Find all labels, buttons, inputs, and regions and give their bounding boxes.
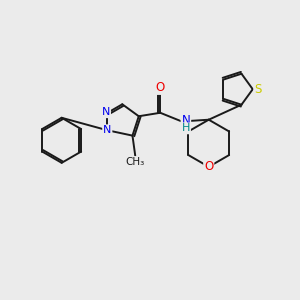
Text: CH₃: CH₃ (126, 157, 145, 167)
Text: N: N (182, 114, 190, 127)
Text: N: N (102, 107, 110, 117)
Text: H: H (182, 123, 190, 134)
Text: O: O (156, 81, 165, 94)
Text: S: S (254, 83, 262, 96)
Text: O: O (204, 160, 213, 173)
Text: N: N (103, 125, 112, 135)
